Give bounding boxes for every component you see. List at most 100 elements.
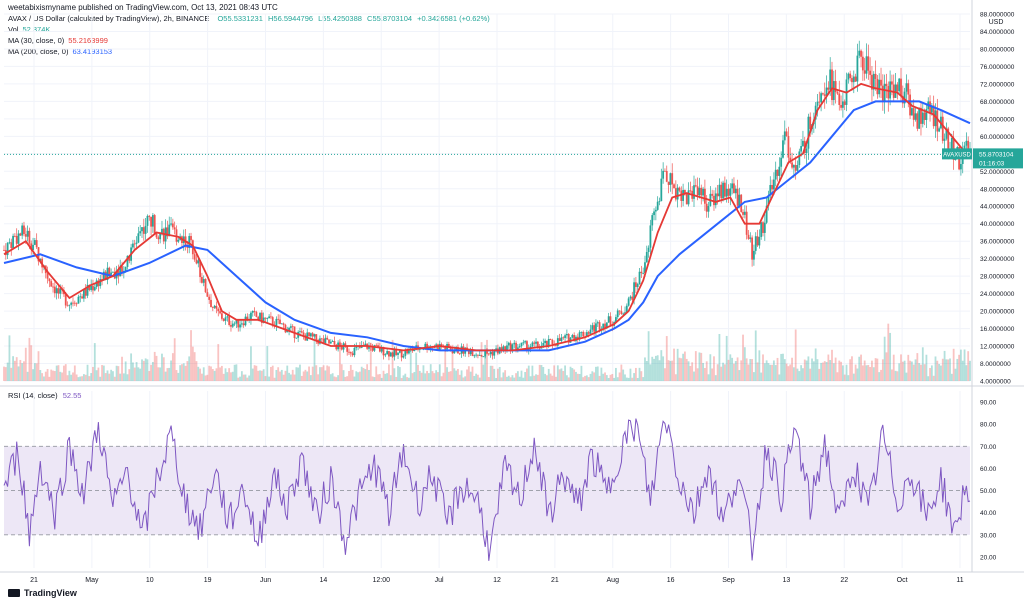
volume-bar [802, 368, 804, 381]
candle-body [658, 201, 661, 202]
volume-bar [491, 365, 494, 381]
candle-body [141, 227, 143, 232]
volume-bar [186, 361, 189, 381]
volume-bar [73, 365, 76, 381]
candle-body [112, 271, 114, 273]
volume-bar [411, 373, 414, 381]
volume-bar [575, 371, 577, 381]
volume-bar [580, 365, 583, 381]
candle-body [255, 311, 258, 317]
volume-bar [963, 349, 966, 381]
time-tick: May [85, 577, 99, 584]
volume-bar [235, 364, 238, 381]
volume-bar [587, 377, 590, 381]
candle-body [88, 284, 91, 290]
candle-body [565, 334, 568, 336]
volume-bar [811, 358, 813, 381]
candle-body [3, 249, 5, 251]
volume-bar [841, 365, 844, 381]
candle-body [693, 185, 695, 199]
volume-bar [526, 368, 528, 381]
volume-bar [440, 376, 443, 381]
volume-bar [271, 365, 274, 381]
candle-body [259, 312, 261, 320]
volume-bar [685, 358, 688, 381]
candle-body [673, 184, 675, 189]
volume-bar [538, 364, 541, 381]
volume-bar [500, 377, 503, 381]
tradingview-logo[interactable]: TradingView [8, 588, 77, 598]
candle-body [760, 222, 763, 237]
candle-body [526, 341, 528, 351]
volume-bar [674, 374, 677, 381]
price-tick: 20.0000000 [980, 309, 1015, 316]
candle-body [849, 73, 852, 79]
volume-bar [32, 369, 34, 381]
candle-body [905, 83, 908, 92]
candle-body [55, 288, 58, 294]
volume-bar [251, 368, 254, 381]
currency-label: USD [989, 19, 1004, 26]
candle-body [747, 234, 750, 239]
candle-body [400, 350, 403, 358]
candle-body [19, 233, 22, 236]
volume-bar [351, 369, 354, 381]
candle-body [151, 215, 154, 227]
candle-body [634, 282, 637, 287]
volume-bar [15, 357, 18, 381]
volume-bar [667, 360, 670, 381]
candle-body [916, 113, 919, 129]
volume-bar [279, 371, 281, 381]
volume-bar [349, 364, 352, 381]
volume-bar [309, 375, 312, 381]
time-tick: 21 [551, 577, 559, 584]
volume-bar [789, 364, 792, 381]
candle-body [424, 343, 427, 349]
candle-body [271, 317, 274, 326]
candle-body [388, 351, 390, 357]
volume-bar [23, 361, 25, 381]
candle-body [774, 169, 777, 180]
candle-body [887, 86, 890, 99]
price-tick: 76.0000000 [980, 64, 1015, 71]
candle-body [250, 312, 252, 320]
candle-body [451, 350, 454, 354]
candle-body [133, 243, 136, 245]
volume-bar [840, 361, 842, 381]
volume-bar [947, 359, 950, 381]
candle-body [665, 171, 668, 182]
candle-body [960, 163, 962, 170]
volume-bar [393, 368, 396, 381]
volume-bar [4, 367, 7, 381]
candle-body [876, 78, 879, 95]
volume-bar [173, 338, 176, 381]
volume-bar [64, 364, 67, 381]
candle-body [108, 267, 111, 275]
ohlc-close: C55.8703104 [367, 14, 413, 23]
volume-bar [760, 372, 763, 381]
volume-bar [929, 368, 931, 381]
volume-bar [829, 360, 832, 381]
candle-body [604, 323, 606, 329]
candle-body [21, 225, 24, 236]
volume-bar [213, 370, 216, 381]
volume-bar [498, 366, 501, 381]
candle-body [602, 323, 605, 329]
tradingview-icon [8, 589, 20, 597]
volume-bar [598, 375, 601, 381]
rsi-legend: RSI (14, close) 52.55 [8, 391, 81, 400]
volume-bar [193, 352, 196, 381]
time-tick: 12:00 [372, 577, 390, 584]
volume-bar [373, 377, 376, 381]
volume-bar [673, 348, 675, 381]
volume-bar [682, 353, 685, 381]
volume-bar [144, 358, 147, 381]
price-tick: 80.0000000 [980, 46, 1015, 53]
volume-bar [940, 365, 942, 381]
volume-bar [533, 375, 536, 381]
volume-bar [796, 368, 799, 381]
volume-bar [516, 371, 519, 381]
candle-body [477, 354, 479, 356]
volume-bar [787, 366, 790, 381]
